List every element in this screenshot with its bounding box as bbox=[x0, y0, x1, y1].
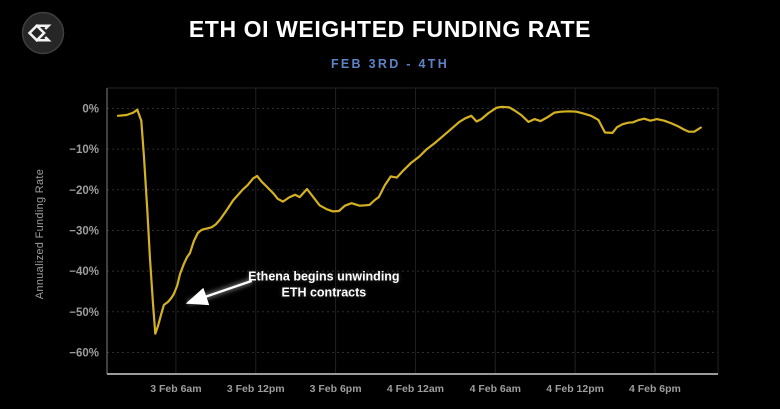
x-tick-label: 4 Feb 6am bbox=[470, 383, 521, 395]
velo-logo bbox=[21, 11, 65, 55]
funding-rate-line bbox=[116, 105, 702, 335]
annotation-callout: Ethena begins unwinding ETH contracts bbox=[248, 270, 399, 301]
y-tick-label: −60% bbox=[69, 347, 99, 359]
x-tick-label: 4 Feb 12pm bbox=[546, 383, 604, 395]
chart-title: ETH OI WEIGHTED FUNDING RATE bbox=[188, 16, 592, 42]
y-tick-label: 0% bbox=[82, 103, 99, 115]
y-tick-label: −10% bbox=[69, 144, 99, 156]
annotation-arrow-icon bbox=[185, 279, 253, 306]
annotation-line-2: ETH contracts bbox=[281, 285, 367, 300]
x-tick-label: 4 Feb 12am bbox=[387, 383, 444, 395]
x-tick-label: 3 Feb 6pm bbox=[310, 383, 362, 395]
y-tick-label: −30% bbox=[69, 225, 99, 237]
annotation-line-1: Ethena begins unwinding bbox=[248, 269, 400, 284]
y-axis-title: Annualized Funding Rate bbox=[34, 169, 46, 299]
chart-subtitle: FEB 3RD - 4TH bbox=[330, 57, 450, 71]
y-tick-label: −40% bbox=[69, 266, 99, 278]
sigma-diamond-icon bbox=[21, 11, 65, 55]
y-tick-label: −20% bbox=[69, 185, 99, 197]
y-tick-label: −50% bbox=[69, 307, 99, 319]
x-tick-label: 3 Feb 6am bbox=[150, 383, 201, 395]
x-tick-label: 4 Feb 6pm bbox=[629, 383, 681, 395]
x-tick-label: 3 Feb 12pm bbox=[227, 383, 285, 395]
